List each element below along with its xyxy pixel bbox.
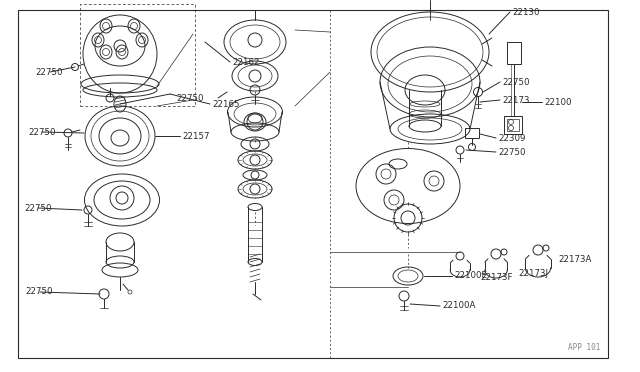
Text: 22750: 22750 xyxy=(35,67,63,77)
Bar xyxy=(507,42,521,64)
Text: 22750: 22750 xyxy=(24,203,51,212)
Text: 22162: 22162 xyxy=(232,58,259,67)
Bar xyxy=(504,116,522,134)
Bar xyxy=(507,119,519,131)
Text: 22173: 22173 xyxy=(502,96,529,105)
Text: 22165: 22165 xyxy=(212,99,239,109)
Text: 22173A: 22173A xyxy=(558,256,591,264)
Text: 22173J: 22173J xyxy=(518,269,548,279)
Bar xyxy=(80,4,195,106)
Text: APP 101: APP 101 xyxy=(568,343,600,352)
Text: 22750: 22750 xyxy=(28,128,56,137)
Text: 22100: 22100 xyxy=(544,97,572,106)
Text: 22750: 22750 xyxy=(25,288,52,296)
Text: 22173F: 22173F xyxy=(480,273,513,282)
Text: 22130: 22130 xyxy=(512,7,540,16)
Text: 22750: 22750 xyxy=(502,77,529,87)
Text: 22309: 22309 xyxy=(498,134,525,142)
Text: 22100E: 22100E xyxy=(454,272,487,280)
Text: 22750: 22750 xyxy=(498,148,525,157)
Text: 22750: 22750 xyxy=(177,93,204,103)
Text: 22100A: 22100A xyxy=(442,301,476,311)
Bar xyxy=(465,128,479,138)
Text: 22157: 22157 xyxy=(182,131,209,141)
